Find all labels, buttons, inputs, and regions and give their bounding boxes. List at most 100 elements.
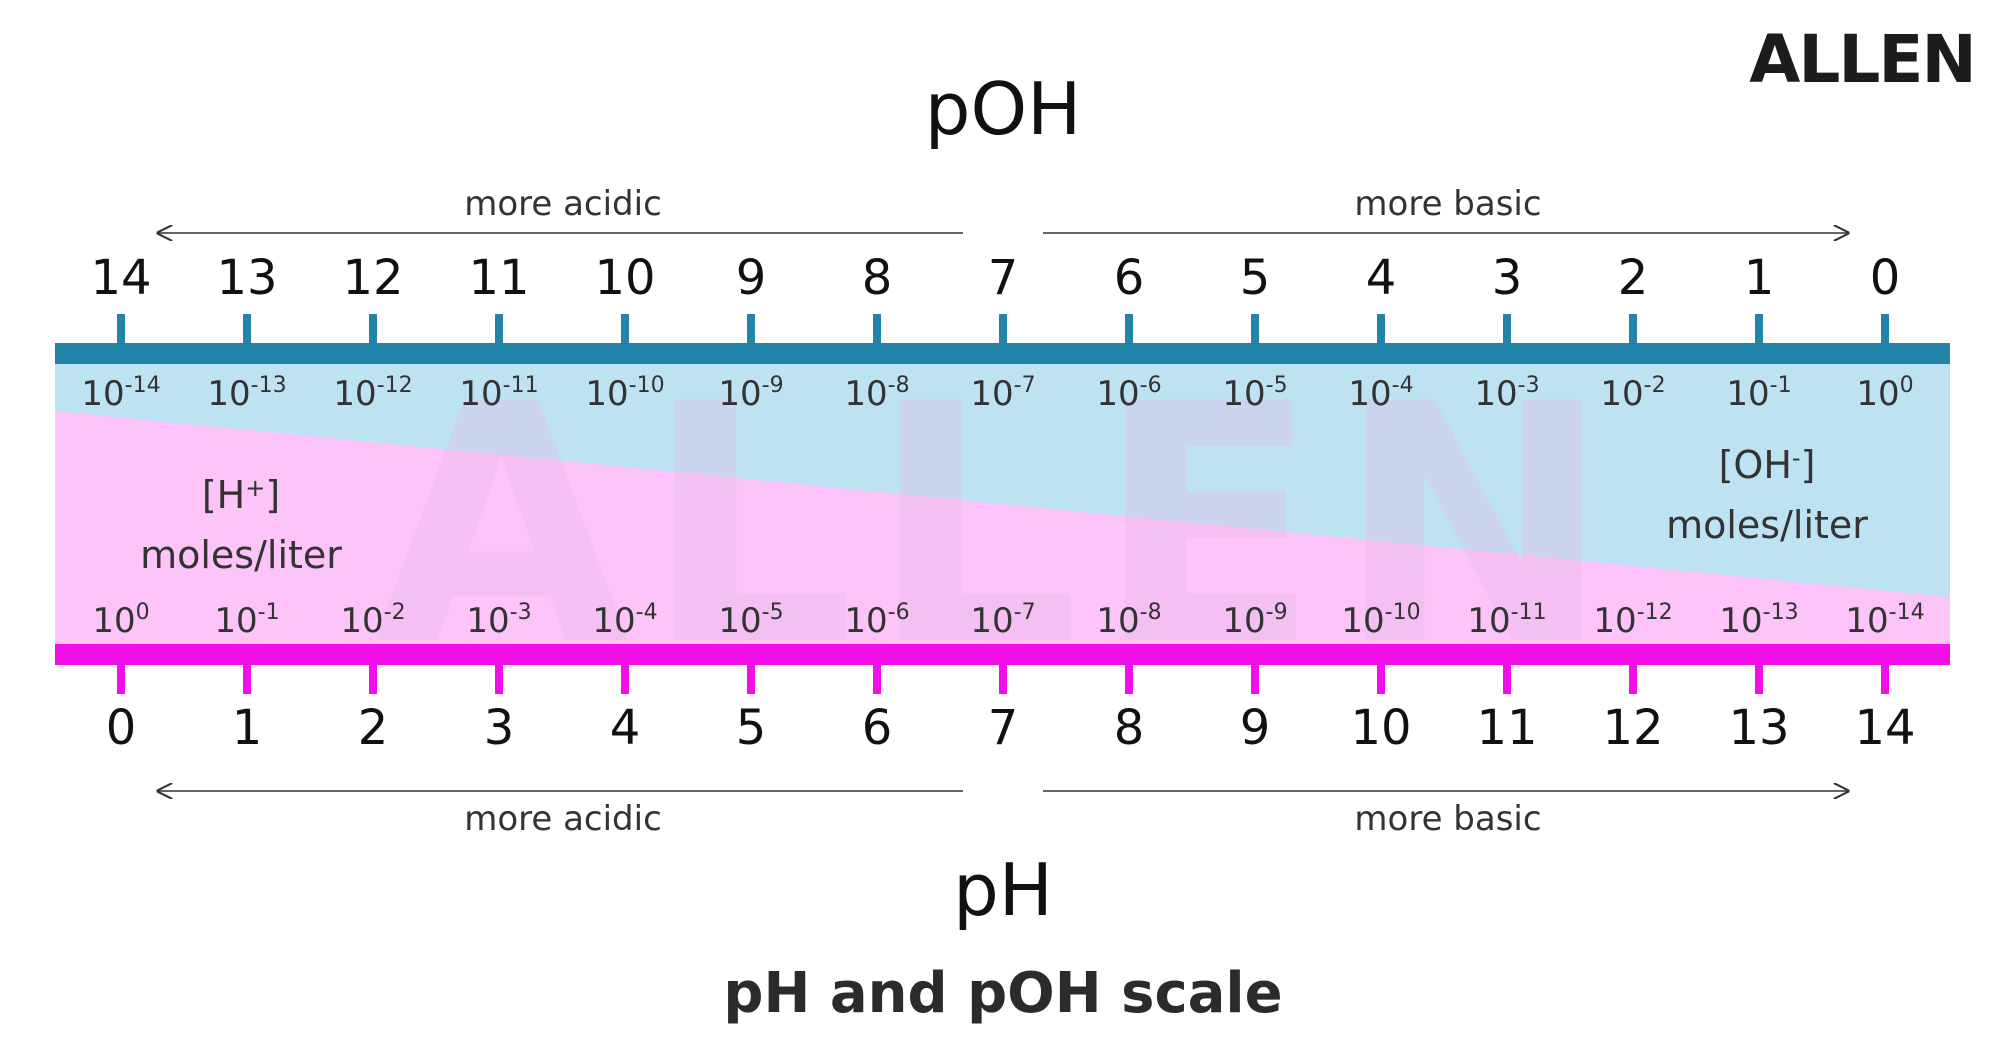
ph-tick-label: 9 bbox=[1240, 700, 1271, 756]
h-concentration-label: 10-1 bbox=[214, 600, 279, 641]
ph-tick-mark bbox=[1251, 664, 1259, 694]
ph-tick-mark bbox=[1881, 664, 1889, 694]
poh-tick-mark bbox=[1881, 314, 1889, 344]
ph-tick-label: 0 bbox=[106, 700, 137, 756]
ph-tick-label: 11 bbox=[1476, 700, 1537, 756]
oh-concentration-label: 10-4 bbox=[1348, 373, 1413, 414]
h-concentration-label: 10-8 bbox=[1096, 600, 1161, 641]
poh-tick-mark bbox=[495, 314, 503, 344]
poh-tick-label: 13 bbox=[216, 250, 277, 306]
poh-tick-mark bbox=[621, 314, 629, 344]
ph-tick-label: 1 bbox=[232, 700, 263, 756]
poh-tick-label: 6 bbox=[1114, 250, 1145, 306]
poh-tick-label: 8 bbox=[862, 250, 893, 306]
poh-tick-mark bbox=[747, 314, 755, 344]
poh-tick-label: 2 bbox=[1618, 250, 1649, 306]
oh-ion-units: moles/liter bbox=[1666, 503, 1868, 547]
h-concentration-label: 10-6 bbox=[844, 600, 909, 641]
ph-tick-label: 8 bbox=[1114, 700, 1145, 756]
poh-tick-mark bbox=[1125, 314, 1133, 344]
ph-tick-mark bbox=[747, 664, 755, 694]
allen-logo-text: ALLEN bbox=[1749, 21, 1975, 98]
h-concentration-label: 10-4 bbox=[592, 600, 657, 641]
poh-tick-mark bbox=[369, 314, 377, 344]
ph-tick-label: 14 bbox=[1854, 700, 1915, 756]
ph-tick-label: 12 bbox=[1602, 700, 1663, 756]
h-concentration-label: 10-5 bbox=[718, 600, 783, 641]
h-concentration-label: 10-7 bbox=[970, 600, 1035, 641]
poh-tick-mark bbox=[1755, 314, 1763, 344]
poh-tick-mark bbox=[1629, 314, 1637, 344]
oh-concentration-label: 100 bbox=[1856, 373, 1913, 414]
oh-concentration-label: 10-11 bbox=[459, 373, 538, 414]
oh-concentration-label: 10-6 bbox=[1096, 373, 1161, 414]
ph-more-basic-label: more basic bbox=[1354, 799, 1541, 839]
ph-scale-bar bbox=[55, 644, 1950, 665]
ph-tick-mark bbox=[369, 664, 377, 694]
poh-tick-label: 3 bbox=[1492, 250, 1523, 306]
h-concentration-label: 10-3 bbox=[466, 600, 531, 641]
poh-tick-mark bbox=[873, 314, 881, 344]
ph-tick-label: 5 bbox=[736, 700, 767, 756]
h-concentration-region bbox=[55, 411, 1950, 644]
poh-more-acidic-label: more acidic bbox=[464, 184, 662, 224]
ph-tick-label: 10 bbox=[1350, 700, 1411, 756]
ph-tick-label: 2 bbox=[358, 700, 389, 756]
allen-logo: ALLEN bbox=[1749, 21, 1977, 98]
oh-concentration-label: 10-10 bbox=[585, 373, 664, 414]
diagram-caption: pH and pOH scale bbox=[723, 961, 1282, 1026]
ph-tick-label: 4 bbox=[610, 700, 641, 756]
oh-concentration-label: 10-14 bbox=[81, 373, 160, 414]
ph-tick-mark bbox=[1377, 664, 1385, 694]
oh-concentration-label: 10-3 bbox=[1474, 373, 1539, 414]
ph-tick-label: 13 bbox=[1728, 700, 1789, 756]
oh-concentration-label: 10-2 bbox=[1600, 373, 1665, 414]
oh-concentration-label: 10-13 bbox=[207, 373, 286, 414]
poh-tick-label: 7 bbox=[988, 250, 1019, 306]
poh-scale-bar bbox=[55, 343, 1950, 364]
poh-tick-label: 1 bbox=[1744, 250, 1775, 306]
poh-tick-mark bbox=[243, 314, 251, 344]
poh-tick-label: 14 bbox=[90, 250, 151, 306]
poh-more-basic-label: more basic bbox=[1354, 184, 1541, 224]
ph-tick-mark bbox=[621, 664, 629, 694]
h-concentration-label: 10-12 bbox=[1593, 600, 1672, 641]
poh-title: pOH bbox=[925, 67, 1082, 151]
poh-tick-label: 9 bbox=[736, 250, 767, 306]
h-ion-label: [H+] bbox=[202, 473, 280, 517]
oh-concentration-label: 10-8 bbox=[844, 373, 909, 414]
ph-tick-mark bbox=[243, 664, 251, 694]
h-ion-units: moles/liter bbox=[140, 533, 342, 577]
ph-tick-mark bbox=[873, 664, 881, 694]
ph-tick-label: 3 bbox=[484, 700, 515, 756]
oh-concentration-label: 10-1 bbox=[1726, 373, 1791, 414]
ph-title: pH bbox=[953, 848, 1053, 932]
h-concentration-label: 100 bbox=[92, 600, 149, 641]
poh-tick-label: 11 bbox=[468, 250, 529, 306]
poh-tick-label: 0 bbox=[1870, 250, 1901, 306]
h-concentration-label: 10-14 bbox=[1845, 600, 1924, 641]
oh-concentration-label: 10-9 bbox=[718, 373, 783, 414]
oh-concentration-label: 10-5 bbox=[1222, 373, 1287, 414]
ph-tick-mark bbox=[1503, 664, 1511, 694]
oh-concentration-label: 10-7 bbox=[970, 373, 1035, 414]
poh-tick-label: 12 bbox=[342, 250, 403, 306]
poh-tick-label: 5 bbox=[1240, 250, 1271, 306]
poh-tick-mark bbox=[1377, 314, 1385, 344]
poh-tick-mark bbox=[1251, 314, 1259, 344]
ph-tick-mark bbox=[999, 664, 1007, 694]
oh-concentration-label: 10-12 bbox=[333, 373, 412, 414]
ph-tick-label: 6 bbox=[862, 700, 893, 756]
ph-tick-mark bbox=[1629, 664, 1637, 694]
ph-tick-label: 7 bbox=[988, 700, 1019, 756]
ph-tick-mark bbox=[495, 664, 503, 694]
poh-tick-mark bbox=[1503, 314, 1511, 344]
h-concentration-label: 10-2 bbox=[340, 600, 405, 641]
poh-tick-label: 10 bbox=[594, 250, 655, 306]
ph-tick-mark bbox=[1125, 664, 1133, 694]
ph-more-acidic-label: more acidic bbox=[464, 799, 662, 839]
ph-tick-mark bbox=[1755, 664, 1763, 694]
poh-tick-mark bbox=[117, 314, 125, 344]
ph-tick-mark bbox=[117, 664, 125, 694]
h-concentration-label: 10-9 bbox=[1222, 600, 1287, 641]
